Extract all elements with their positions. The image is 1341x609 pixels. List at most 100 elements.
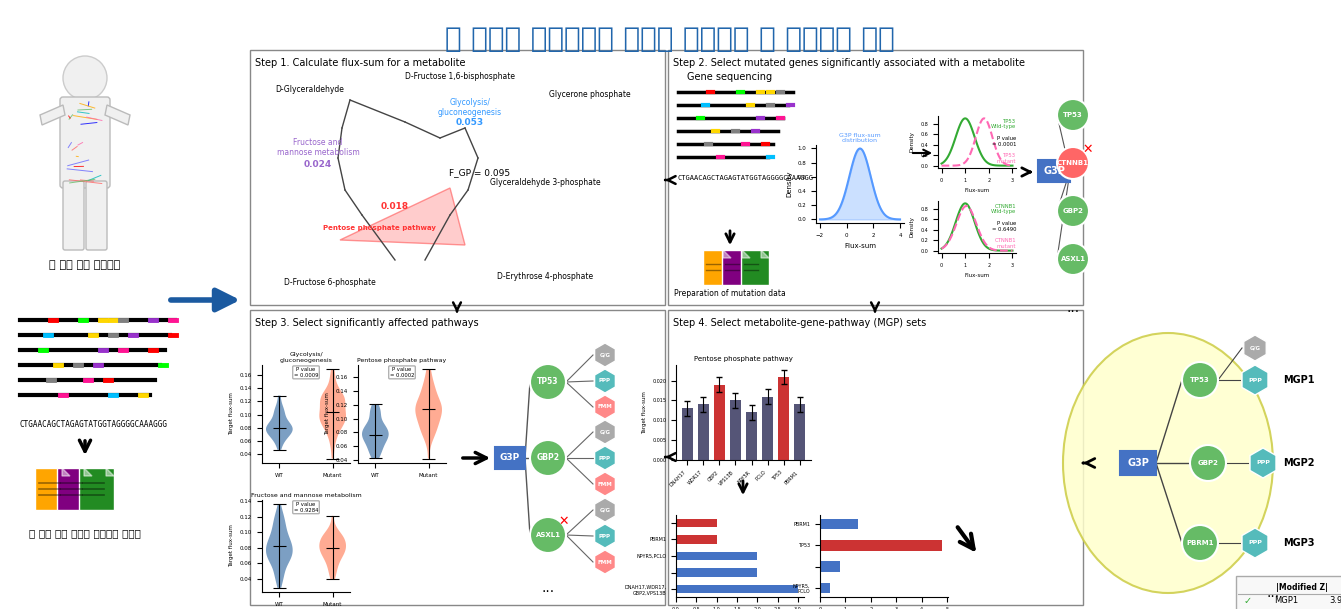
Text: PPP: PPP: [599, 533, 611, 538]
Text: FMM: FMM: [598, 560, 613, 565]
Text: P value
= 0.0001: P value = 0.0001: [991, 136, 1016, 147]
Text: D-Glyceraldehyde: D-Glyceraldehyde: [275, 85, 345, 94]
Text: PPP: PPP: [599, 456, 611, 460]
Text: ASXL1: ASXL1: [535, 532, 561, 538]
Text: D-Fructose 6-phosphate: D-Fructose 6-phosphate: [284, 278, 375, 287]
Bar: [703, 250, 731, 285]
Polygon shape: [594, 498, 616, 522]
Ellipse shape: [1063, 333, 1273, 593]
Text: G/G: G/G: [599, 429, 610, 434]
Text: ✕: ✕: [558, 515, 569, 528]
Polygon shape: [594, 343, 616, 367]
Text: Fructose and
mannose metabolism: Fructose and mannose metabolism: [276, 138, 359, 157]
Circle shape: [1057, 147, 1089, 179]
Text: PPP: PPP: [1248, 541, 1262, 546]
Bar: [742, 250, 768, 285]
Circle shape: [1189, 445, 1226, 481]
Text: ✕: ✕: [1082, 143, 1093, 156]
FancyBboxPatch shape: [60, 97, 110, 188]
X-axis label: Flux-sum: Flux-sum: [843, 243, 876, 249]
Text: MGP1: MGP1: [1283, 375, 1314, 385]
Circle shape: [1057, 195, 1089, 227]
Bar: [1120, 451, 1156, 475]
Text: Preparation of mutation data: Preparation of mutation data: [675, 289, 786, 298]
Polygon shape: [594, 420, 616, 444]
Polygon shape: [105, 105, 130, 125]
Polygon shape: [40, 105, 64, 125]
Text: Glycolysis/
gluconeogenesis: Glycolysis/ gluconeogenesis: [439, 98, 502, 118]
Bar: [495, 447, 524, 469]
Polygon shape: [1250, 448, 1277, 478]
Polygon shape: [1242, 365, 1269, 395]
Text: P value
= 0.6490: P value = 0.6490: [991, 220, 1016, 231]
Y-axis label: Target flux-sum: Target flux-sum: [229, 393, 235, 435]
Text: D-Erythrose 4-phosphate: D-Erythrose 4-phosphate: [498, 272, 593, 281]
Bar: [819, 540, 941, 551]
Bar: [794, 404, 805, 460]
Bar: [1038, 160, 1070, 182]
Bar: [79, 468, 114, 510]
Circle shape: [1181, 525, 1218, 561]
Text: FMM: FMM: [598, 482, 613, 487]
Text: FMM: FMM: [598, 404, 613, 409]
Bar: [249, 310, 665, 605]
Text: 암 환자 특이 대사모델: 암 환자 특이 대사모델: [50, 260, 121, 270]
Title: Glycolysis/
gluconeogenesis: Glycolysis/ gluconeogenesis: [279, 353, 333, 363]
Text: Step 1. Calculate flux-sum for a metabolite: Step 1. Calculate flux-sum for a metabol…: [255, 58, 465, 68]
Y-axis label: Target flux-sum: Target flux-sum: [642, 391, 646, 434]
Polygon shape: [594, 395, 616, 419]
Polygon shape: [760, 250, 768, 258]
Bar: [819, 583, 830, 593]
Text: TP53
mutant: TP53 mutant: [996, 153, 1016, 164]
Circle shape: [1057, 99, 1089, 131]
Bar: [747, 412, 756, 460]
Text: GBP2: GBP2: [1062, 208, 1084, 214]
Bar: [778, 377, 789, 460]
Text: CTNNB1
mutant: CTNNB1 mutant: [995, 239, 1016, 249]
Bar: [676, 585, 798, 593]
Text: G/G: G/G: [599, 353, 610, 357]
Polygon shape: [341, 188, 465, 245]
Text: TP53: TP53: [1063, 112, 1084, 118]
Text: PBRM1: PBRM1: [1187, 540, 1214, 546]
Text: TP53: TP53: [1189, 377, 1210, 383]
Bar: [58, 468, 93, 510]
Bar: [721, 250, 750, 285]
FancyBboxPatch shape: [86, 181, 107, 250]
Bar: [683, 409, 692, 460]
Circle shape: [1181, 362, 1218, 398]
Text: 암 체세포 돌연변이와 연관된 대사물질 및 대사경로 예측: 암 체세포 돌연변이와 연관된 대사물질 및 대사경로 예측: [445, 25, 894, 53]
Text: ...: ...: [1266, 586, 1279, 600]
Text: CTGAACAGCTAGAGTATGGTAGGGGCAAAGGG: CTGAACAGCTAGAGTATGGTAGGGGCAAAGGG: [20, 420, 168, 429]
Text: TP53
Wild-type: TP53 Wild-type: [991, 119, 1016, 129]
Text: Step 3. Select significantly affected pathways: Step 3. Select significantly affected pa…: [255, 318, 479, 328]
Text: CTNNB1
Wild-type: CTNNB1 Wild-type: [991, 203, 1016, 214]
Polygon shape: [594, 524, 616, 548]
X-axis label: Flux-sum: Flux-sum: [964, 273, 990, 278]
Polygon shape: [594, 446, 616, 470]
Polygon shape: [594, 369, 616, 393]
Text: GBP2: GBP2: [1198, 460, 1219, 466]
Text: CTNNB1: CTNNB1: [1057, 160, 1089, 166]
Polygon shape: [594, 472, 616, 496]
Text: Step 4. Select metabolite-gene-pathway (MGP) sets: Step 4. Select metabolite-gene-pathway (…: [673, 318, 927, 328]
Y-axis label: Density: Density: [911, 132, 915, 152]
Text: TP53: TP53: [538, 378, 559, 387]
Bar: [676, 535, 716, 544]
Text: 암 환자 특이 유전자 돌연변이 데이터: 암 환자 특이 유전자 돌연변이 데이터: [30, 528, 141, 538]
Circle shape: [530, 440, 566, 476]
Y-axis label: Target flux-sum: Target flux-sum: [229, 524, 235, 568]
Bar: [676, 552, 758, 560]
Text: Gene sequencing: Gene sequencing: [688, 72, 772, 82]
Polygon shape: [594, 550, 616, 574]
Polygon shape: [723, 250, 731, 258]
Text: P value
= 0.0002: P value = 0.0002: [390, 367, 414, 378]
Bar: [676, 568, 758, 577]
FancyBboxPatch shape: [63, 181, 84, 250]
Text: G/G: G/G: [1250, 345, 1261, 351]
Bar: [715, 385, 724, 460]
Title: Pentose phosphate pathway: Pentose phosphate pathway: [357, 358, 447, 363]
Text: GBP2: GBP2: [536, 454, 559, 462]
Text: G3P: G3P: [1126, 458, 1149, 468]
Text: ...: ...: [975, 149, 991, 167]
